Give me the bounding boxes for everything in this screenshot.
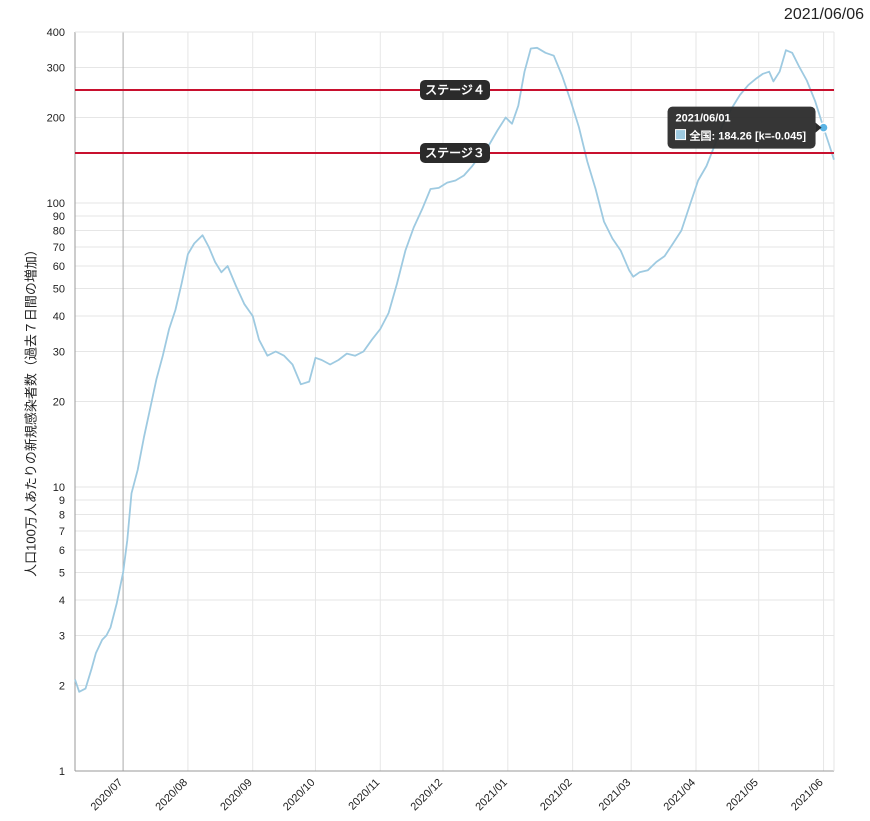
header-date: 2021/06/06 — [783, 6, 864, 23]
y-tick-label: 60 — [53, 261, 65, 273]
x-tick-label: 2020/11 — [346, 777, 382, 813]
axes — [74, 31, 835, 772]
x-tick-label: 2020/07 — [89, 777, 126, 814]
tooltip-arrow — [815, 122, 822, 133]
x-tick-labels: 2020/07 2020/08 2020/09 2020/10 2020/11 2020/… — [89, 777, 826, 814]
tooltip-box — [667, 106, 816, 149]
x-tick-label: 2021/05 — [724, 777, 761, 814]
tooltip-date: 2021/06/01 — [676, 113, 731, 125]
y-tick-label: 300 — [47, 62, 65, 74]
x-tick-label: 2021/04 — [662, 777, 699, 814]
reference-label-box — [420, 142, 490, 163]
x-tick-label: 2020/10 — [281, 777, 318, 814]
y-tick-label: 5 — [59, 567, 65, 579]
x-tick-label: 2021/03 — [597, 777, 634, 814]
y-tick-label: 3 — [59, 630, 65, 642]
y-tick-label: 30 — [53, 346, 65, 358]
x-tick-label: 2020/12 — [409, 777, 446, 814]
y-tick-label: 10 — [53, 482, 65, 494]
y-tick-label: 1 — [59, 766, 65, 778]
y-tick-label: 4 — [59, 595, 65, 607]
tooltip-swatch — [675, 129, 687, 141]
x-tick-label: 2021/02 — [538, 777, 575, 814]
y-tick-label: 70 — [53, 242, 65, 254]
y-tick-label: 40 — [53, 311, 65, 323]
y-tick-label: 20 — [53, 397, 65, 409]
y-tick-label: 400 — [47, 27, 65, 39]
x-tick-label: 2020/09 — [218, 777, 255, 814]
y-tick-label: 2 — [59, 681, 65, 693]
tooltip-value: 全国: 184.26 [k=-0.045] — [689, 129, 807, 143]
reference-label: ステージ４ — [425, 83, 485, 97]
y-tick-label: 7 — [59, 526, 65, 538]
y-tick-label: 6 — [59, 545, 65, 557]
reference-lines: ステージ４ ステージ３ — [75, 79, 834, 163]
x-tick-label: 2020/08 — [153, 777, 190, 814]
x-tick-label: 2021/06 — [789, 777, 826, 814]
y-tick-label: 80 — [53, 226, 65, 238]
y-tick-label: 50 — [53, 283, 65, 295]
y-tick-label: 9 — [59, 495, 65, 507]
reference-label: ステージ３ — [425, 146, 485, 160]
y-tick-label: 90 — [53, 211, 65, 223]
tooltip: 2021/06/01 全国: 184.26 [k=-0.045] — [667, 106, 829, 149]
reference-label-box — [420, 79, 490, 100]
y-tick-label: 100 — [47, 198, 65, 210]
x-tick-label: 2021/01 — [473, 777, 510, 814]
y-tick-label: 200 — [47, 112, 65, 124]
y-tick-label: 8 — [59, 510, 65, 522]
